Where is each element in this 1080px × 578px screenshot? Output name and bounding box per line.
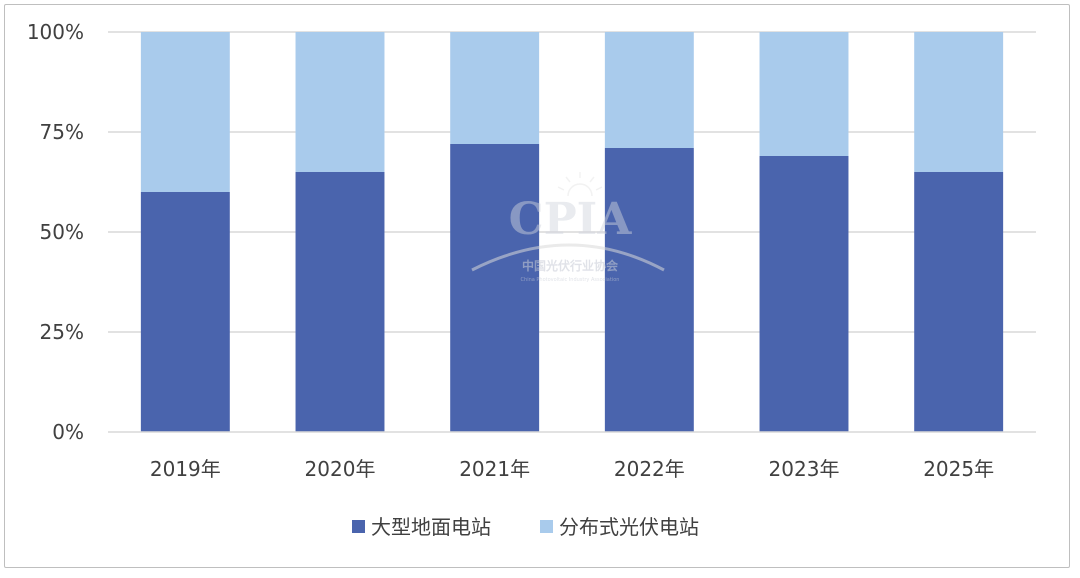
- bars: [140, 32, 1004, 432]
- sun-icon: [557, 172, 603, 197]
- bar-series-1-1: [295, 32, 385, 172]
- y-tick-label: 50%: [40, 220, 84, 244]
- legend-swatch-series-0: [352, 520, 365, 533]
- bar-series-0-3: [604, 148, 694, 432]
- bar-series-0-5: [914, 172, 1004, 432]
- x-axis-ticks: 2019年 2020年 2021年 2022年 2023年 2025年: [150, 457, 994, 481]
- legend: 大型地面电站 分布式光伏电站: [352, 515, 699, 539]
- bar-series-0-2: [450, 144, 540, 432]
- bar-series-0-4: [759, 156, 849, 432]
- legend-label-series-1: 分布式光伏电站: [559, 515, 699, 539]
- y-tick-label: 100%: [27, 20, 84, 44]
- y-tick-label: 0%: [52, 420, 84, 444]
- watermark-org-cn: 中国光伏行业协会: [522, 258, 619, 273]
- watermark-logo: CPIA: [509, 194, 633, 245]
- x-tick-label: 2021年: [459, 457, 530, 481]
- y-axis-ticks: 0% 25% 50% 75% 100%: [27, 20, 84, 444]
- legend-label-series-0: 大型地面电站: [371, 515, 491, 539]
- cpia-watermark: CPIA 中国光伏行业协会 China Photovoltaic Industr…: [471, 172, 665, 283]
- bar-series-1-3: [604, 32, 694, 148]
- watermark-arc: [471, 243, 665, 272]
- bar-series-1-2: [450, 32, 540, 144]
- x-tick-label: 2023年: [769, 457, 840, 481]
- bar-series-1-5: [914, 32, 1004, 172]
- bar-series-0-1: [295, 172, 385, 432]
- gridlines: [108, 31, 1036, 333]
- x-tick-label: 2022年: [614, 457, 685, 481]
- x-tick-label: 2025年: [923, 457, 994, 481]
- y-tick-label: 25%: [40, 320, 84, 344]
- y-tick-label: 75%: [40, 120, 84, 144]
- bar-series-1-0: [140, 32, 230, 192]
- bar-series-0-0: [140, 192, 230, 432]
- watermark-org-en: China Photovoltaic Industry Association: [521, 277, 620, 283]
- x-tick-label: 2019年: [150, 457, 221, 481]
- legend-swatch-series-1: [540, 520, 553, 533]
- x-tick-label: 2020年: [305, 457, 376, 481]
- bar-series-1-4: [759, 32, 849, 156]
